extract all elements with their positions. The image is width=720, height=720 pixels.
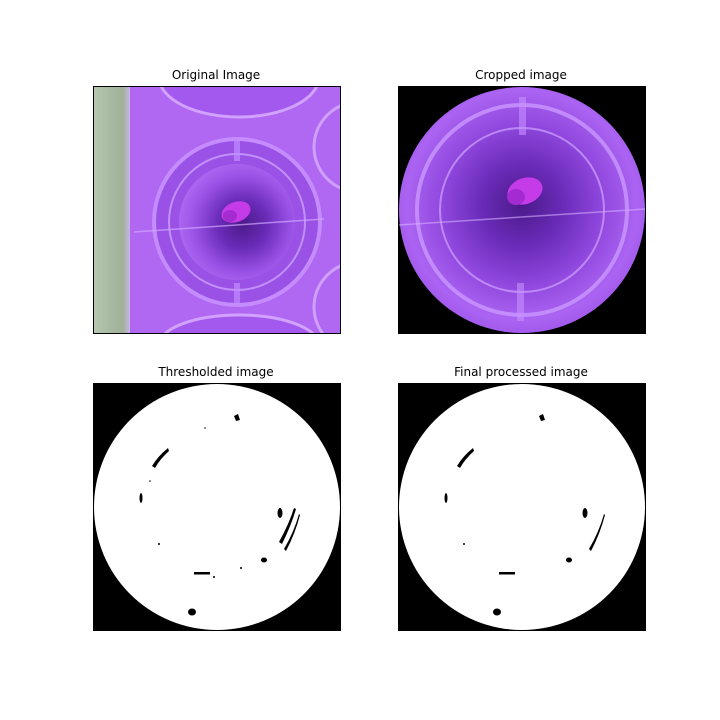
original-image — [94, 87, 340, 333]
cropped-image-panel — [398, 86, 646, 334]
thresholded-image-panel — [93, 383, 341, 631]
final-processed-image-panel — [398, 383, 646, 631]
cropped-image — [399, 87, 645, 333]
cropped-image-title: Cropped image — [475, 68, 567, 82]
original-image-title: Original Image — [171, 68, 261, 82]
thresholded-image — [94, 384, 340, 630]
original-image-panel — [93, 86, 341, 334]
final-processed-image — [399, 384, 645, 630]
thresholded-image-title: Thresholded image — [158, 365, 274, 379]
final-processed-image-title: Final processed image — [454, 365, 588, 379]
